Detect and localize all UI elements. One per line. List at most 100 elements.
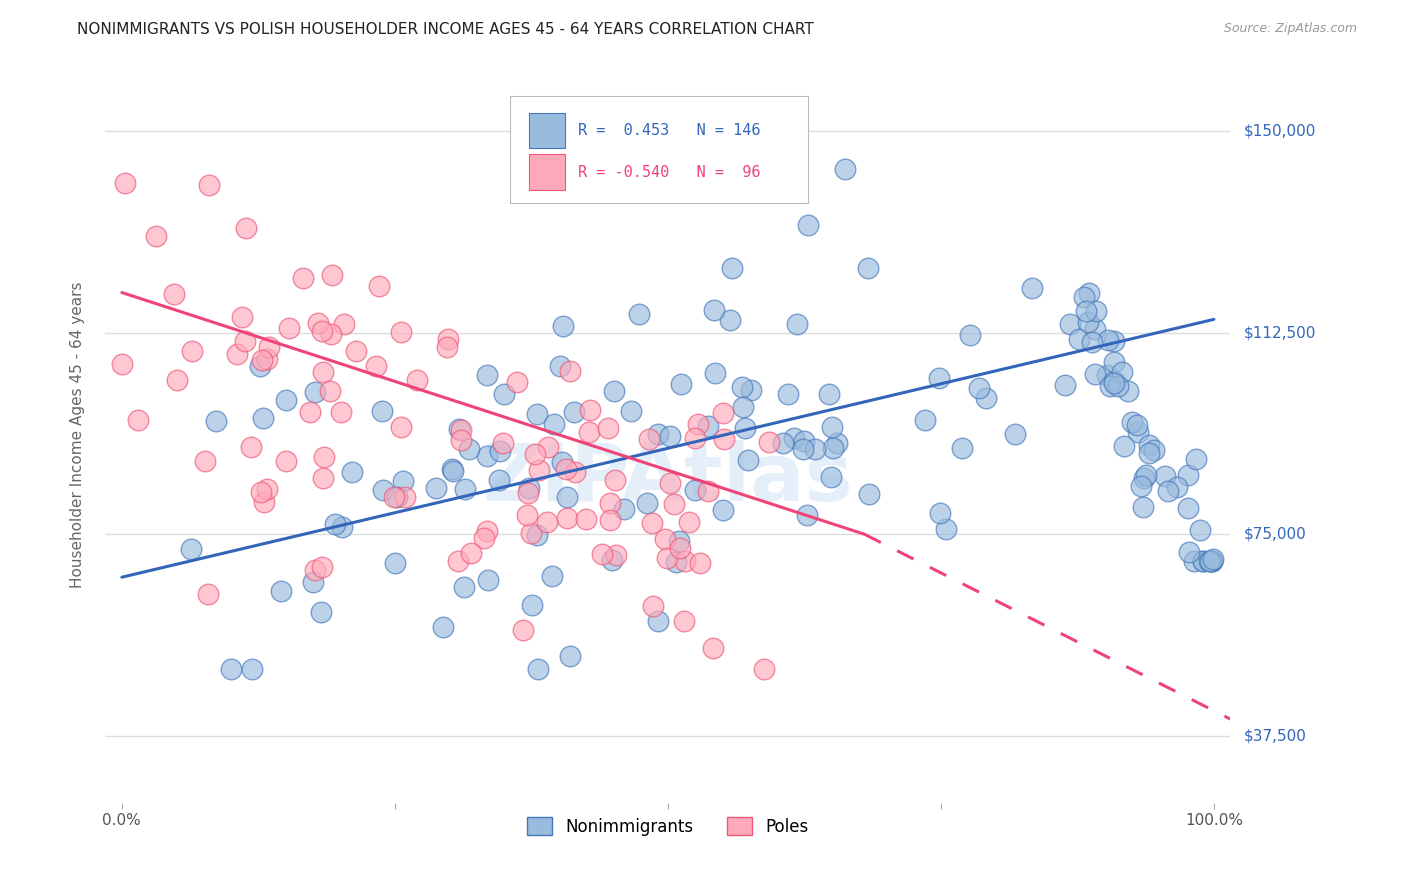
Point (974, 391, 997, 405)
Point (458, 442, 481, 457)
Point (1067, 331, 1090, 345)
Point (1192, 554, 1215, 568)
Point (371, 403, 394, 417)
Point (198, 178, 221, 193)
Point (1192, 554, 1215, 568)
Point (489, 444, 512, 458)
Point (488, 473, 510, 487)
Point (329, 405, 352, 419)
Point (311, 324, 333, 338)
Point (718, 313, 741, 327)
Point (1102, 376, 1125, 391)
Point (506, 375, 529, 389)
Point (792, 442, 814, 456)
Point (291, 271, 314, 285)
Point (527, 463, 550, 477)
Point (959, 328, 981, 343)
Text: R =  0.453   N = 146: R = 0.453 N = 146 (578, 123, 761, 138)
Point (250, 352, 273, 367)
Point (578, 425, 600, 439)
Point (558, 649, 581, 664)
Point (686, 417, 709, 431)
Point (825, 436, 848, 450)
Point (1201, 554, 1223, 568)
Point (384, 556, 406, 570)
Text: $112,500: $112,500 (1244, 326, 1316, 340)
Point (1059, 317, 1081, 331)
Point (111, 357, 134, 371)
Point (477, 449, 499, 463)
Point (555, 462, 578, 476)
Point (492, 436, 515, 450)
Point (737, 452, 759, 467)
Point (312, 365, 335, 379)
FancyBboxPatch shape (530, 112, 565, 148)
Point (1185, 451, 1208, 466)
Point (197, 586, 219, 600)
Point (432, 620, 454, 634)
Point (344, 344, 367, 359)
FancyBboxPatch shape (510, 96, 808, 203)
Point (721, 261, 744, 276)
Point (551, 319, 574, 334)
Point (654, 532, 676, 546)
Point (114, 177, 136, 191)
Point (450, 423, 472, 437)
Point (796, 508, 818, 523)
Point (145, 229, 167, 244)
Point (449, 422, 471, 436)
Point (783, 431, 806, 445)
Point (298, 405, 321, 419)
Point (599, 496, 621, 510)
Point (537, 440, 560, 454)
Point (1135, 468, 1157, 483)
Point (219, 661, 242, 675)
Point (702, 640, 724, 655)
Point (641, 599, 664, 613)
Point (596, 421, 619, 435)
Point (1157, 484, 1180, 499)
Point (1084, 367, 1107, 381)
Text: $37,500: $37,500 (1244, 728, 1308, 743)
Legend: Nonimmigrants, Poles: Nonimmigrants, Poles (520, 811, 815, 842)
Point (517, 481, 540, 495)
Point (233, 334, 256, 348)
Text: NONIMMIGRANTS VS POLISH HOUSEHOLDER INCOME AGES 45 - 64 YEARS CORRELATION CHART: NONIMMIGRANTS VS POLISH HOUSEHOLDER INCO… (77, 22, 814, 37)
Point (575, 511, 598, 525)
Point (820, 470, 842, 484)
Point (392, 475, 415, 489)
Point (235, 220, 257, 235)
Point (460, 546, 482, 560)
Point (382, 490, 405, 504)
Point (821, 420, 844, 434)
Point (754, 661, 776, 675)
Point (274, 392, 297, 407)
Point (321, 326, 343, 341)
Point (1080, 334, 1102, 349)
Point (180, 541, 202, 556)
Point (516, 508, 538, 522)
Point (364, 359, 387, 374)
Point (249, 359, 271, 373)
Point (548, 359, 571, 374)
Point (520, 525, 543, 540)
Point (950, 441, 973, 455)
Point (387, 490, 409, 504)
Point (181, 344, 204, 359)
Point (772, 436, 794, 450)
Point (834, 162, 856, 177)
Point (389, 420, 412, 434)
Point (330, 520, 353, 534)
Point (454, 482, 477, 496)
Point (1111, 365, 1133, 379)
Point (1121, 415, 1143, 429)
Point (605, 548, 627, 562)
Point (1198, 554, 1220, 568)
Point (225, 346, 247, 360)
Point (620, 404, 643, 418)
Point (673, 554, 696, 568)
Point (704, 366, 727, 380)
Point (557, 511, 579, 525)
Point (672, 615, 695, 629)
Point (311, 559, 333, 574)
